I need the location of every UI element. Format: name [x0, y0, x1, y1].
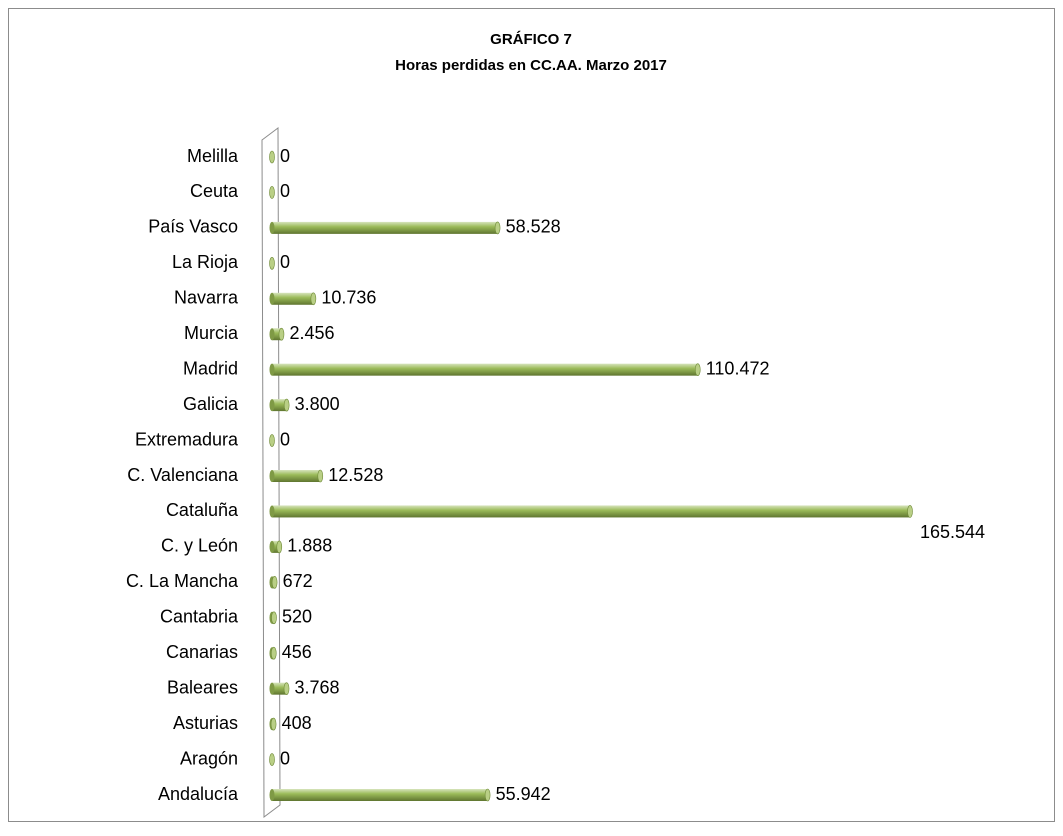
- data-label: 165.544: [920, 522, 985, 542]
- bar: [269, 257, 275, 270]
- y-tick-label: La Rioja: [172, 252, 239, 272]
- bar: [269, 398, 290, 412]
- data-label: 0: [280, 181, 290, 201]
- bar: [269, 469, 324, 483]
- bar: [269, 576, 278, 589]
- y-tick-label: Madrid: [183, 358, 238, 378]
- y-tick-label: C. Valenciana: [127, 465, 239, 485]
- y-tick-label: Cataluña: [166, 500, 239, 520]
- bar: [269, 327, 285, 341]
- data-label: 110.472: [706, 358, 770, 378]
- y-tick-label: Cantabria: [160, 607, 239, 627]
- bar: [269, 221, 501, 235]
- y-tick-label: Aragón: [180, 748, 238, 768]
- data-label: 520: [282, 607, 312, 627]
- chart-subtitle: Horas perdidas en CC.AA. Marzo 2017: [395, 57, 667, 74]
- data-label: 408: [282, 713, 312, 733]
- chart-border: [8, 8, 1055, 822]
- bar: [269, 788, 491, 802]
- bar: [269, 540, 283, 554]
- bar: [269, 505, 913, 518]
- bar: [269, 434, 275, 447]
- y-tick-label: Canarias: [166, 642, 238, 662]
- bar: [269, 150, 275, 164]
- y-tick-label: Murcia: [184, 323, 239, 343]
- data-label: 58.528: [506, 217, 561, 237]
- y-tick-label: Galicia: [183, 394, 239, 414]
- data-label: 10.736: [321, 288, 376, 308]
- y-tick-label: Baleares: [167, 677, 238, 697]
- bar: [269, 186, 275, 199]
- data-label: 1.888: [287, 536, 332, 556]
- bar: [269, 292, 317, 306]
- bar: [269, 611, 277, 625]
- y-tick-label: Asturias: [173, 713, 238, 733]
- data-label: 0: [280, 429, 290, 449]
- y-tick-label: Andalucía: [158, 784, 239, 804]
- data-label: 55.942: [496, 784, 551, 804]
- bar: [269, 682, 290, 695]
- bar: [269, 363, 701, 376]
- data-label: 0: [280, 252, 290, 272]
- y-tick-label: Melilla: [187, 146, 239, 166]
- data-label: 0: [280, 146, 290, 166]
- y-tick-label: Navarra: [174, 288, 239, 308]
- y-tick-label: C. y León: [161, 536, 238, 556]
- bar: [269, 646, 277, 660]
- data-label: 0: [280, 748, 290, 768]
- bar: [269, 717, 277, 731]
- data-label: 672: [283, 571, 313, 591]
- y-tick-label: Ceuta: [190, 181, 239, 201]
- data-label: 3.800: [295, 394, 340, 414]
- y-tick-label: País Vasco: [148, 217, 238, 237]
- y-tick-label: C. La Mancha: [126, 571, 239, 591]
- data-label: 3.768: [295, 677, 340, 697]
- data-label: 12.528: [328, 465, 383, 485]
- data-label: 2.456: [289, 323, 334, 343]
- bar: [269, 753, 275, 766]
- data-label: 456: [282, 642, 312, 662]
- chart-title: GRÁFICO 7: [490, 31, 572, 48]
- y-tick-label: Extremadura: [135, 429, 239, 449]
